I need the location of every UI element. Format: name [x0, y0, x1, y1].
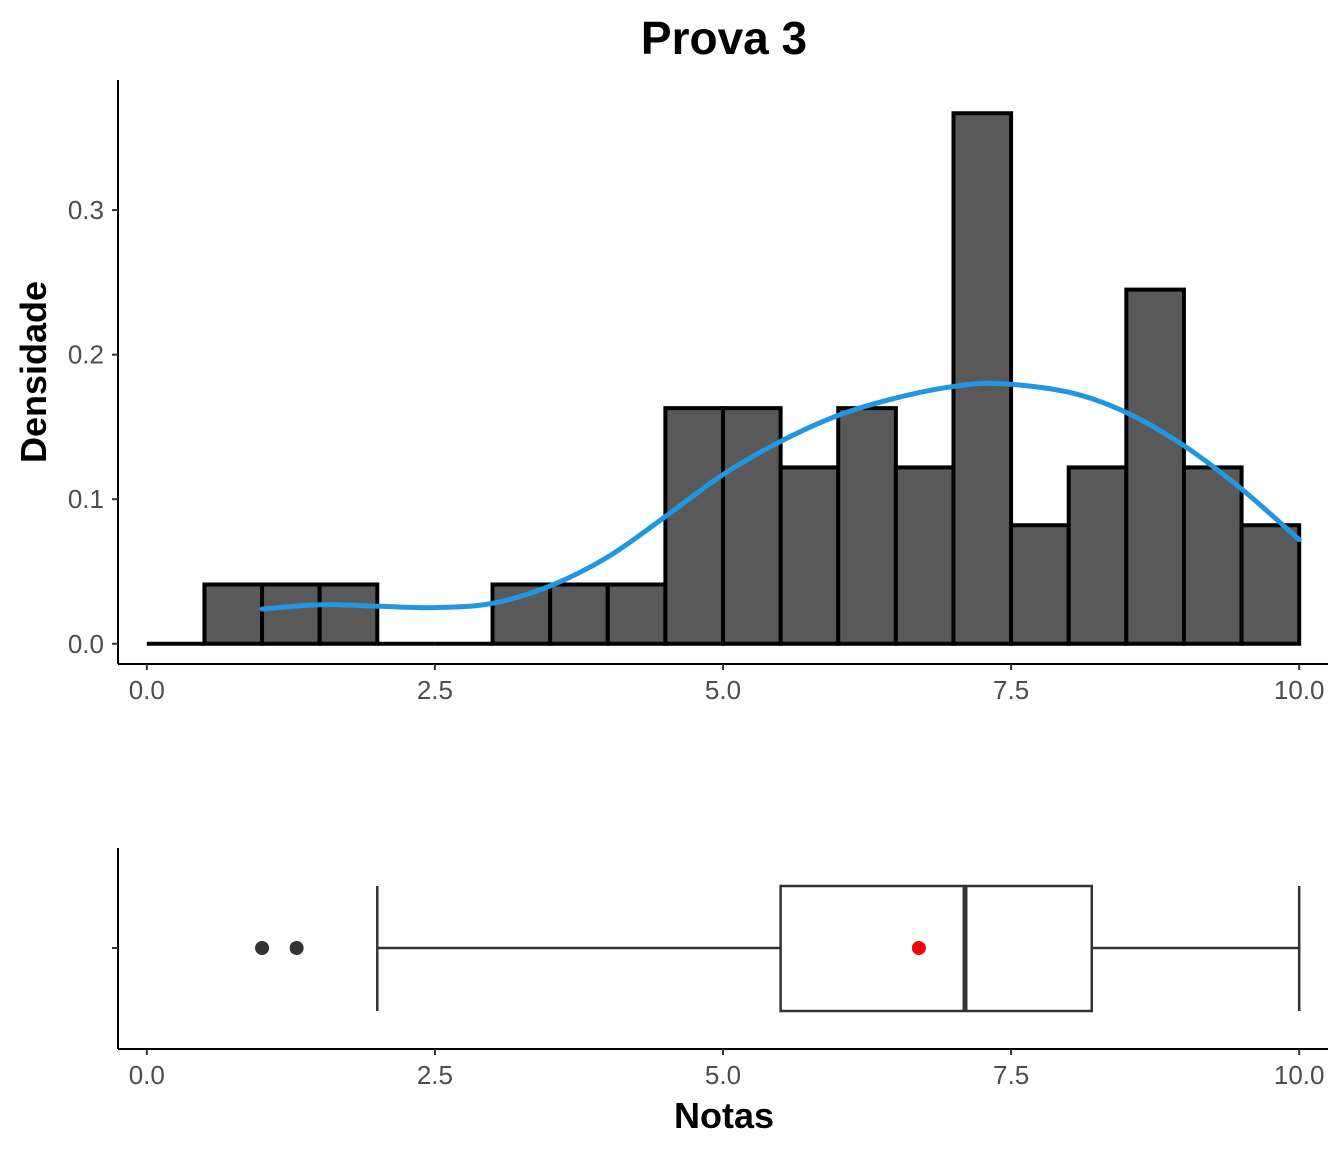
histogram-bar	[260, 582, 322, 646]
x-tick-label: 10.0	[1274, 675, 1325, 705]
x-tick-label: 5.0	[705, 1060, 741, 1090]
histogram-panel: 0.0 0.1 0.2 0.3 0.0 2.5 5.0 7.5 10.0 Densidade	[13, 80, 1328, 705]
boxplot-x-axis-title: Notas	[674, 1095, 774, 1136]
x-tick-label: 5.0	[705, 675, 741, 705]
histogram-bar	[1181, 465, 1244, 646]
x-tick-label: 2.5	[417, 1060, 453, 1090]
histogram-bar	[778, 465, 841, 646]
y-tick-label: 0.0	[68, 629, 104, 659]
histogram-bar	[548, 582, 610, 646]
chart-title: Prova 3	[641, 12, 807, 64]
histogram-y-axis-title: Densidade	[13, 281, 54, 463]
histogram-bar	[951, 111, 1014, 646]
x-tick-label: 7.5	[993, 675, 1029, 705]
histogram-y-ticks: 0.0 0.1 0.2 0.3	[68, 195, 118, 659]
x-tick-label: 2.5	[417, 675, 453, 705]
histogram-bar	[836, 406, 898, 646]
histogram-x-ticks: 0.0 2.5 5.0 7.5 10.0	[129, 664, 1325, 705]
histogram-bar	[202, 582, 265, 646]
mean-point	[911, 941, 926, 955]
histogram-bar	[1066, 465, 1129, 646]
histogram-bar	[893, 465, 956, 646]
boxplot-panel: 0.0 2.5 5.0 7.5 10.0 Notas	[112, 848, 1328, 1136]
histogram-bar	[317, 582, 380, 646]
histogram-bar	[1124, 287, 1186, 646]
outlier-point	[255, 941, 270, 955]
histogram-bar	[663, 406, 726, 646]
interquartile-box	[779, 884, 1094, 1013]
x-tick-label: 10.0	[1274, 1060, 1325, 1090]
y-tick-label: 0.2	[68, 340, 104, 370]
y-tick-label: 0.1	[68, 484, 104, 514]
density-curve	[259, 380, 1302, 612]
boxplot	[255, 884, 1301, 1013]
x-tick-label: 7.5	[993, 1060, 1029, 1090]
histogram-bar	[605, 582, 668, 646]
histogram-bar	[1009, 523, 1071, 646]
x-tick-label: 0.0	[129, 1060, 165, 1090]
histogram-bars	[146, 111, 1302, 646]
outlier-point	[289, 941, 304, 955]
boxplot-x-ticks: 0.0 2.5 5.0 7.5 10.0	[129, 1049, 1325, 1090]
histogram-bar	[490, 582, 553, 646]
x-tick-label: 0.0	[129, 675, 165, 705]
histogram-bar	[1239, 523, 1302, 646]
y-tick-label: 0.3	[68, 195, 104, 225]
